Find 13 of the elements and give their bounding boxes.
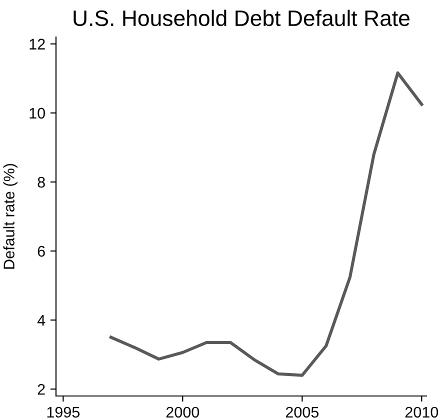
chart-title: U.S. Household Debt Default Rate bbox=[74, 10, 410, 26]
y-axis-title: Default rate (%) bbox=[3, 164, 18, 269]
y-tick-label: 8 bbox=[38, 176, 45, 188]
line-series bbox=[109, 71, 424, 377]
y-tick-label: 4 bbox=[37, 315, 46, 326]
x-tick-label: 2000 bbox=[166, 406, 200, 418]
x-tick-label: 2010 bbox=[405, 406, 438, 418]
y-tick-label: 10 bbox=[30, 108, 45, 119]
x-tick-label: 1995 bbox=[47, 406, 80, 418]
y-tick-label: 6 bbox=[38, 246, 45, 257]
y-tick-label: 12 bbox=[30, 38, 45, 50]
x-tick-label: 2005 bbox=[286, 406, 319, 418]
y-tick-label: 2 bbox=[38, 384, 45, 395]
